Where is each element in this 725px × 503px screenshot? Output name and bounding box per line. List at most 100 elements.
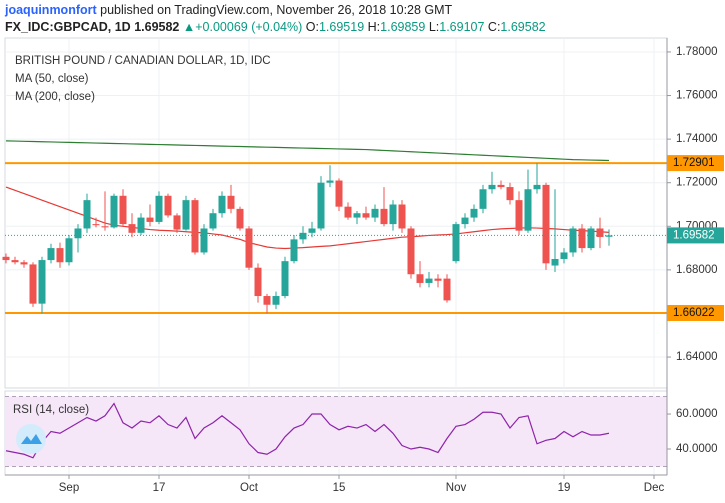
rsi-band [5,396,667,467]
main-pane [4,37,668,389]
candle-body [317,182,325,229]
candle-body [524,189,532,231]
x-tick-label: Sep [59,482,79,494]
level-tag [667,304,724,321]
candle-body [551,258,559,266]
x-tick-label: Nov [446,482,467,494]
x-tick-label: 17 [153,482,166,494]
x-tick-label: Dec [644,482,665,494]
candle-body [560,252,568,259]
candle-body [110,195,118,228]
marks [2,140,667,459]
rsi-tick-label: 60.0000 [676,408,718,420]
low-label: L: [428,20,440,34]
symbol: FX_IDC:GBPCAD, 1D [5,20,131,34]
candle-body [236,208,244,229]
close-label: C: [487,20,501,34]
candle-body [416,274,424,283]
high-label: H: [367,20,381,34]
candle-body [596,228,604,237]
candle-body [164,195,172,216]
candle-body [83,200,91,229]
candle-body [344,206,352,218]
candle-body [407,228,415,275]
candle-body [569,228,577,253]
candle-body [56,248,64,263]
candle-body [371,208,379,218]
x-tick-label: Oct [240,482,259,494]
candle-body [605,235,613,237]
candle-body [443,278,451,301]
candle-body [308,228,316,233]
candle-body [245,228,253,268]
candle-body [191,200,199,253]
candle-body [470,208,478,218]
candle-body [290,239,298,262]
rsi-tick-label: 40.0000 [676,443,718,455]
ma-line [5,140,610,162]
published: published on TradingView.com, November 2… [96,3,453,17]
candle-body [452,224,460,262]
close-value: 1.69582 [500,20,546,34]
low-value: 1.69107 [439,20,485,34]
candle-body [497,184,505,188]
candle-body [137,217,145,233]
candle-body [29,264,37,304]
candle-body [362,213,370,218]
candle-body [182,200,190,230]
y-tick-label: 1.68000 [676,264,718,276]
candle-body [398,204,406,229]
up-arrow: ▲ [182,20,196,34]
candle-body [38,260,46,304]
candle-body [119,195,127,225]
last-price-label: 1.69582 [673,229,715,241]
candle-body [479,189,487,209]
rsi-line [5,402,610,459]
candle-body [578,228,586,249]
y-tick-label: 1.72000 [676,177,718,189]
candle-body [353,213,361,218]
candle-body [2,256,10,261]
high-value: 1.69859 [380,20,426,34]
rsi-label: RSI (14, close) [13,404,89,416]
candle-body [434,278,442,281]
candle-body [92,224,100,226]
candle-body [299,232,307,240]
y-tick-label: 1.78000 [676,46,718,58]
y-tick-label: 1.76000 [676,90,718,102]
candle-body [326,180,334,183]
candle-body [272,296,280,305]
x-tick-label: 15 [333,482,346,494]
candle-body [506,187,514,201]
candle-body [254,267,262,297]
chart-title: BRITISH POUND / CANADIAN DOLLAR, 1D, IDC [15,55,271,67]
candle-body [380,208,388,225]
candle-body [209,213,217,229]
candle-body [227,195,235,209]
candle-body [263,296,271,305]
candle-body [173,215,181,230]
header: joaquinmonfort published on TradingView.… [5,2,546,36]
y-tick-label: 1.74000 [676,133,718,145]
level-tag [667,155,724,172]
candle-body [488,184,496,190]
publish-line: joaquinmonfort published on TradingView.… [5,2,546,19]
last-price-tag [667,227,724,244]
x-tick-label: 19 [558,482,571,494]
last-price: 1.69582 [134,20,180,34]
logo [16,424,46,454]
candle-body [425,278,433,283]
candle-body [146,217,154,222]
candle-body [20,262,28,265]
candle-body [335,180,343,207]
candle-body [200,228,208,253]
candle-body [515,200,523,231]
author: joaquinmonfort [5,3,97,17]
candle-body [155,195,163,222]
legend-entry: MA (50, close) [15,73,89,85]
level-label: 1.66022 [673,307,715,319]
candle-body [218,195,226,214]
level-label: 1.72901 [673,157,715,169]
